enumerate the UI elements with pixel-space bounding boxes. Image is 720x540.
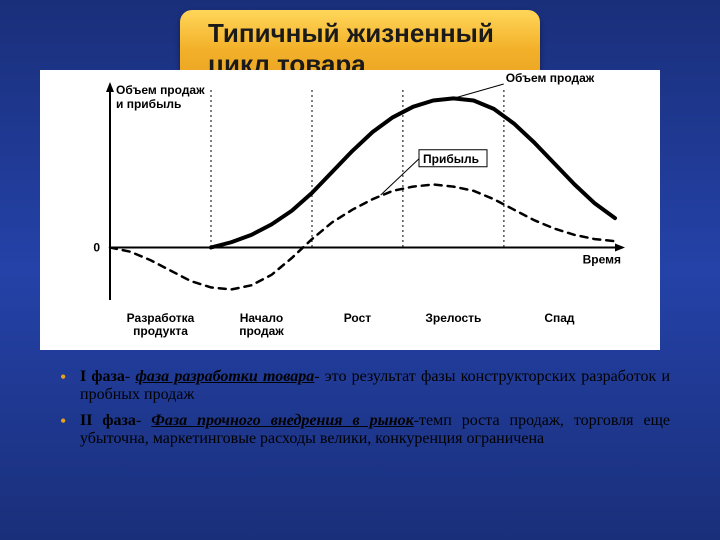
slide: Типичный жизненный цикл товара 0Объем пр… — [0, 0, 720, 540]
bullet-lead: I фаза — [80, 368, 125, 385]
bullet-item: I фаза- фаза разработки товара- это резу… — [60, 368, 670, 404]
svg-text:продукта: продукта — [133, 324, 188, 338]
svg-text:и прибыль: и прибыль — [116, 97, 181, 111]
svg-text:Рост: Рост — [344, 311, 372, 325]
svg-text:Прибыль: Прибыль — [423, 152, 479, 166]
chart-svg: 0Объем продажи прибыльВремяОбъем продажП… — [40, 70, 660, 350]
lifecycle-chart: 0Объем продажи прибыльВремяОбъем продажП… — [40, 70, 660, 350]
bullet-underlined: Фаза прочного внедрения в рынок — [151, 412, 413, 429]
svg-text:0: 0 — [93, 241, 100, 255]
bullet-item: II фаза- Фаза прочного внедрения в рынок… — [60, 412, 670, 448]
svg-text:Объем продаж: Объем продаж — [116, 83, 205, 97]
svg-text:Разработка: Разработка — [127, 311, 195, 325]
svg-text:Объем продаж: Объем продаж — [506, 71, 595, 85]
bullet-underlined: фаза разработки товара — [135, 368, 314, 385]
svg-text:Зрелость: Зрелость — [425, 311, 481, 325]
bullet-list: I фаза- фаза разработки товара- это резу… — [60, 368, 670, 456]
svg-text:продаж: продаж — [239, 324, 284, 338]
svg-text:Время: Время — [583, 253, 621, 267]
svg-text:Спад: Спад — [544, 311, 575, 325]
svg-text:Начало: Начало — [240, 311, 283, 325]
bullet-lead: II фаза — [80, 412, 136, 429]
